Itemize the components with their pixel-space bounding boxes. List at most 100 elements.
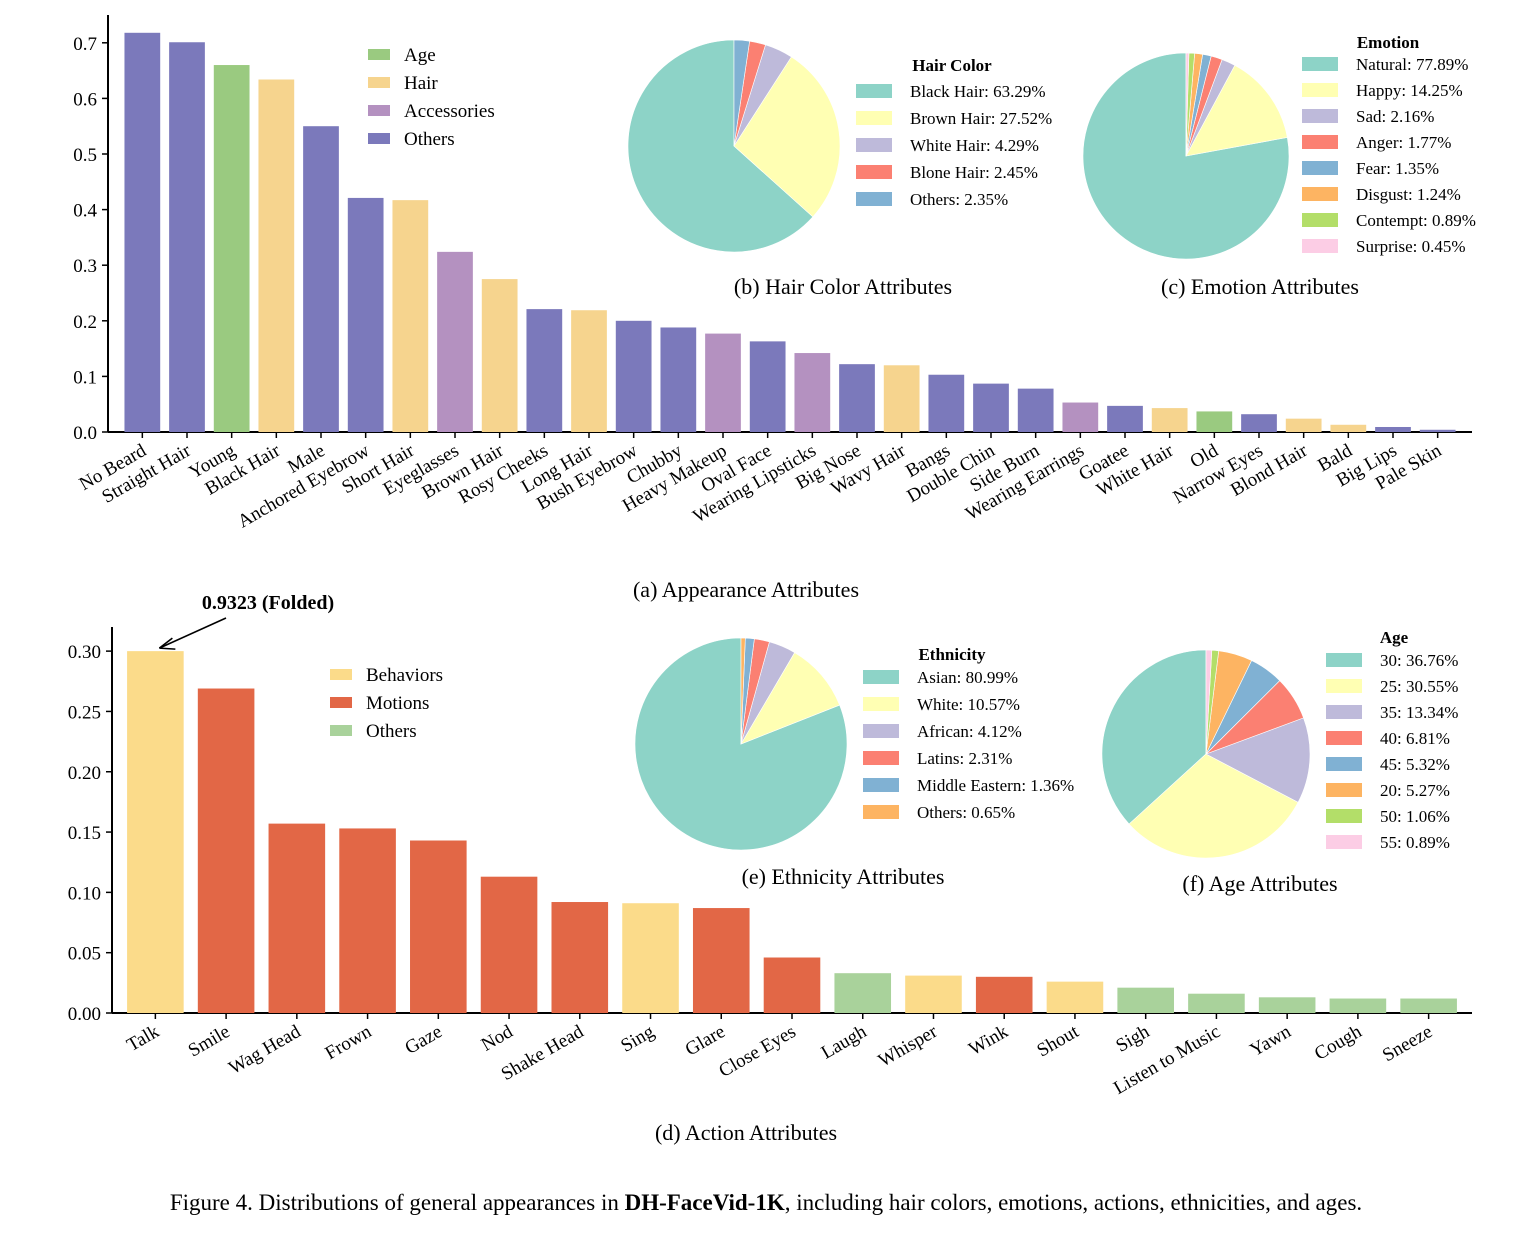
age-pie-slice	[1128, 753, 1299, 859]
age-legend-label: 20: 5.27%	[1380, 781, 1450, 800]
appearance-bar	[1241, 414, 1277, 432]
appearance-bar	[1285, 418, 1322, 432]
hair-legend-swatch	[856, 192, 892, 206]
emotion-legend-swatch	[1302, 57, 1338, 71]
ethnicity-pie-slice	[740, 637, 746, 745]
ethnicity-legend-label: White: 10.57%	[917, 695, 1020, 714]
caption-prefix: Figure 4. Distributions of general appea…	[169, 1190, 625, 1215]
appearance-bar	[392, 200, 429, 432]
appearance-bar	[347, 197, 384, 432]
appearance-legend-label: Others	[404, 129, 455, 150]
ethnicity-legend-swatch	[863, 778, 899, 792]
action-y-tick-label: 0.05	[68, 944, 101, 965]
action-caption: (d) Action Attributes	[655, 1120, 837, 1145]
caption-dataset-name: DH-FaceVid-1K	[624, 1190, 785, 1215]
age-legend-swatch	[1326, 835, 1362, 849]
hair-legend-swatch	[856, 138, 892, 152]
action-bar	[834, 973, 892, 1013]
appearance-bar	[1330, 424, 1367, 432]
action-bar	[1258, 997, 1316, 1013]
emotion-legend-label: Sad: 2.16%	[1356, 107, 1434, 126]
emotion-legend-swatch	[1302, 239, 1338, 253]
age-legend-swatch	[1326, 731, 1362, 745]
emotion-legend-label: Fear: 1.35%	[1356, 159, 1439, 178]
action-y-tick-label: 0.15	[68, 823, 101, 844]
action-x-tick-label: Sneeze	[1379, 1021, 1436, 1066]
appearance-y-tick-label: 0.3	[73, 256, 97, 277]
appearance-y-tick-label: 0.6	[73, 89, 97, 110]
emotion-pie-slice	[1185, 52, 1190, 157]
emotion-pie-chart: Emotion Natural: 77.89% Happy: 14.25% Sad: …	[1082, 33, 1476, 299]
emotion-legend-label: Disgust: 1.24%	[1356, 185, 1461, 204]
hair-legend-swatch	[856, 111, 892, 125]
hair-legend-label: White Hair: 4.29%	[910, 136, 1039, 155]
appearance-legend-swatch	[368, 77, 390, 88]
action-legend-swatch	[330, 669, 352, 680]
figure-caption: Figure 4. Distributions of general appea…	[0, 1190, 1532, 1216]
age-legend-label: 50: 1.06%	[1380, 807, 1450, 826]
appearance-bar	[660, 327, 697, 432]
action-y-tick-label: 0.25	[68, 702, 101, 723]
action-bar	[127, 651, 184, 1013]
appearance-bar	[883, 365, 920, 432]
appearance-bar	[615, 320, 652, 432]
action-x-tick-label: Wink	[965, 1021, 1012, 1060]
emotion-legend-swatch	[1302, 187, 1338, 201]
hair-legend-label: Others: 2.35%	[910, 190, 1008, 209]
appearance-y-tick-label: 0.1	[73, 367, 97, 388]
action-bar	[339, 828, 396, 1013]
appearance-bar-chart: 0.00.10.20.30.40.50.60.7No BeardStraight…	[73, 15, 1472, 602]
emotion-legend-title: Emotion	[1357, 33, 1420, 52]
action-y-tick-label: 0.10	[68, 883, 101, 904]
ethnicity-legend-swatch	[863, 670, 899, 684]
emotion-legend-label: Happy: 14.25%	[1356, 81, 1463, 100]
hair-legend-title: Hair Color	[912, 56, 992, 75]
action-y-tick-label: 0.20	[68, 763, 101, 784]
appearance-bar	[169, 42, 205, 433]
emotion-caption: (c) Emotion Attributes	[1161, 274, 1359, 299]
appearance-bar	[928, 374, 965, 432]
appearance-bar	[1107, 405, 1143, 432]
action-legend-label: Motions	[366, 693, 429, 714]
action-y-tick-label: 0.00	[68, 1004, 101, 1025]
action-bar	[692, 908, 750, 1013]
action-bar	[551, 902, 609, 1013]
hair-legend-label: Blone Hair: 2.45%	[910, 163, 1038, 182]
appearance-bar	[303, 126, 339, 432]
action-bar	[975, 976, 1033, 1013]
action-x-tick-label: Cough	[1311, 1021, 1366, 1065]
ethnicity-legend-swatch	[863, 724, 899, 738]
action-legend-swatch	[330, 725, 352, 736]
ethnicity-pie-slice	[740, 652, 840, 745]
action-x-tick-label: Gaze	[402, 1021, 446, 1059]
hair-color-pie-chart: Hair Color Black Hair: 63.29% Brown Hair: …	[627, 39, 1052, 299]
appearance-bar	[1151, 408, 1188, 432]
age-legend-swatch	[1326, 679, 1362, 693]
appearance-y-tick-label: 0.4	[73, 201, 97, 222]
appearance-y-tick-label: 0.5	[73, 145, 97, 166]
hair-legend-label: Black Hair: 63.29%	[910, 82, 1046, 101]
emotion-pie-slice	[1082, 52, 1290, 260]
appearance-bar	[526, 309, 563, 432]
appearance-caption: (a) Appearance Attributes	[633, 577, 859, 602]
age-legend-label: 30: 36.76%	[1380, 651, 1458, 670]
hair-pie-slice	[627, 39, 814, 253]
age-pie-chart: Age 30: 36.76% 25: 30.55% 35: 13.34% 40: 6.8…	[1101, 628, 1458, 896]
action-bar	[763, 957, 821, 1013]
age-legend-label: 25: 30.55%	[1380, 677, 1458, 696]
age-legend-label: 55: 0.89%	[1380, 833, 1450, 852]
hair-legend-label: Brown Hair: 27.52%	[910, 109, 1052, 128]
appearance-bar	[124, 32, 161, 433]
action-y-tick-label: 0.30	[68, 642, 101, 663]
age-pie-slice	[1205, 649, 1213, 755]
action-x-tick-label: Wag Head	[225, 1021, 305, 1079]
emotion-legend-swatch	[1302, 213, 1338, 227]
ethnicity-legend-title: Ethnicity	[918, 645, 986, 664]
appearance-legend-swatch	[368, 105, 390, 116]
action-legend-swatch	[330, 697, 352, 708]
ethnicity-caption: (e) Ethnicity Attributes	[742, 864, 945, 889]
action-x-tick-label: Sigh	[1112, 1021, 1153, 1057]
action-x-tick-label: Yawn	[1246, 1021, 1295, 1061]
action-legend-label: Behaviors	[366, 665, 443, 686]
appearance-bar	[571, 310, 607, 432]
